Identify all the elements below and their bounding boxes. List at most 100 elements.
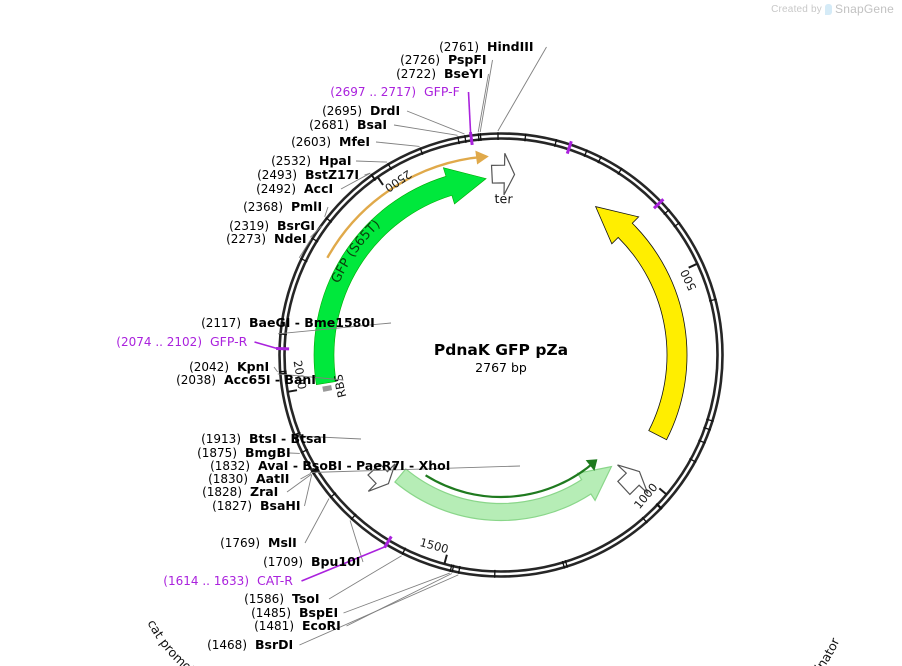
site-position: (2761) [439, 40, 479, 54]
site-position: (1614 .. 1633) [163, 574, 249, 588]
restriction-site-tick [300, 448, 309, 454]
site-label[interactable]: (2603) MfeI [291, 134, 370, 149]
center-title-group: PdnaK GFP pZa 2767 bp [434, 341, 568, 375]
site-enzyme-name: KpnI [237, 359, 269, 374]
restriction-site-tick [583, 149, 588, 158]
restriction-site-tick [419, 147, 424, 155]
site-label[interactable]: (2695) DrdI [322, 103, 400, 118]
site-label[interactable]: (1614 .. 1633) CAT-R [163, 573, 293, 588]
leader-line [291, 435, 362, 440]
restriction-site-tick [708, 298, 717, 302]
restriction-site-tick [457, 565, 461, 574]
site-label[interactable]: (2319) BsrGI [229, 218, 315, 233]
restriction-site-tick [329, 492, 337, 499]
site-label[interactable]: (1875) BmgBI [197, 445, 291, 460]
primer-mark [652, 198, 665, 210]
site-label[interactable]: (2681) BsaI [309, 117, 387, 132]
leader-line [304, 474, 313, 507]
site-enzyme-name: BseYI [444, 66, 483, 81]
site-enzyme-name: GFP-F [424, 84, 460, 99]
site-label[interactable]: (2493) BstZ17I [257, 167, 359, 182]
restriction-site-tick [641, 516, 648, 524]
site-label[interactable]: (2697 .. 2717) GFP-F [330, 84, 460, 99]
site-label[interactable]: (1709) Bpu10I [263, 554, 360, 569]
feature-label: lambda t0 terminator [739, 635, 843, 666]
site-label[interactable]: (2273) NdeI [226, 231, 306, 246]
snapgene-logo-icon [825, 3, 833, 15]
site-position: (2273) [226, 232, 266, 246]
site-enzyme-name: EcoRI [302, 618, 341, 633]
site-label[interactable]: (2038) Acc65I - BanI [176, 372, 316, 387]
site-position: (1468) [207, 638, 247, 652]
site-label[interactable]: (1481) EcoRI [254, 618, 341, 633]
site-enzyme-name: BmgBI [245, 445, 291, 460]
gfp-f-primer [326, 155, 485, 259]
site-enzyme-name: CAT-R [257, 573, 293, 588]
restriction-site-tick [464, 135, 467, 143]
plasmid-name: PdnaK GFP pZa [434, 341, 568, 359]
ruler-tick-label: 1500 [418, 535, 450, 556]
site-position: (2074 .. 2102) [116, 335, 202, 349]
site-label[interactable]: (2042) KpnI [189, 359, 269, 374]
site-enzyme-name: GFP-R [210, 334, 248, 349]
leader-line [277, 373, 344, 381]
feature-arrow [594, 206, 688, 441]
leader-line [343, 572, 450, 614]
leader-line [310, 465, 521, 473]
restriction-site-tick [449, 564, 453, 573]
site-enzyme-name: ZraI [250, 484, 278, 499]
site-enzyme-name: TsoI [292, 591, 320, 606]
site-enzyme-name: PmlI [291, 199, 322, 214]
ruler-tick-label: 2000 [291, 359, 310, 390]
leader-line [340, 172, 371, 190]
primer-mark [468, 131, 474, 146]
leader-line [467, 91, 472, 134]
site-position: (2493) [257, 168, 297, 182]
site-label[interactable]: (2117) BaeGI - Bme1580I [201, 315, 375, 330]
site-label[interactable]: (2532) HpaI [271, 153, 351, 168]
site-enzyme-name: BsrDI [255, 637, 293, 652]
site-enzyme-name: AccI [304, 181, 333, 196]
leader-line [298, 238, 312, 259]
site-enzyme-name: BsaHI [260, 498, 301, 513]
restriction-site-tick [401, 547, 407, 555]
site-label[interactable]: (2761) HindIII [439, 39, 533, 54]
site-position: (1586) [244, 592, 284, 606]
site-position: (2722) [396, 67, 436, 81]
site-label[interactable]: (1827) BsaHI [212, 498, 300, 513]
site-enzyme-name: HindIII [487, 39, 534, 54]
site-labels[interactable]: (2761) HindIII (2726) PspFI (2722) BseYI (2697… [116, 39, 533, 652]
restriction-site-tick [656, 502, 663, 510]
site-label[interactable]: (2368) PmlI [243, 199, 322, 214]
site-label[interactable]: (1468) BsrDI [207, 637, 293, 652]
restriction-site-tick [553, 139, 558, 147]
site-enzyme-name: BsaI [357, 117, 387, 132]
restriction-site-tick [278, 370, 287, 373]
site-label[interactable]: (1913) BtsI - BtsaI [201, 431, 326, 446]
restriction-site-tick [663, 208, 671, 215]
site-label[interactable]: (2726) PspFI [400, 52, 486, 67]
site-label[interactable]: (1485) BspEI [251, 605, 338, 620]
site-label[interactable]: (1830) AatII [208, 471, 289, 486]
site-enzyme-name: BsrGI [277, 218, 315, 233]
site-position: (1769) [220, 536, 260, 550]
site-label[interactable]: (2074 .. 2102) GFP-R [116, 334, 247, 349]
label-leader-lines [254, 46, 547, 646]
restriction-site-tick [524, 133, 527, 142]
site-label[interactable]: (2722) BseYI [396, 66, 483, 81]
site-label[interactable]: (1769) MslI [220, 535, 297, 550]
snapgene-watermark: Created by SnapGene [771, 2, 894, 16]
leader-line [273, 366, 278, 373]
site-label[interactable]: (1832) AvaI - BsoBI - PaeR7I - XhoI [210, 458, 450, 473]
primer-mark [565, 140, 573, 155]
site-label[interactable]: (1586) TsoI [244, 591, 319, 606]
site-position: (1827) [212, 499, 252, 513]
terminator-arrow [490, 152, 516, 196]
restriction-site-tick [617, 167, 623, 175]
site-position: (2042) [189, 360, 229, 374]
site-label[interactable]: (1828) ZraI [202, 484, 278, 499]
site-label[interactable]: (2492) AccI [256, 181, 333, 196]
restriction-site-tick [564, 560, 569, 568]
watermark-brand: SnapGene [835, 2, 894, 16]
